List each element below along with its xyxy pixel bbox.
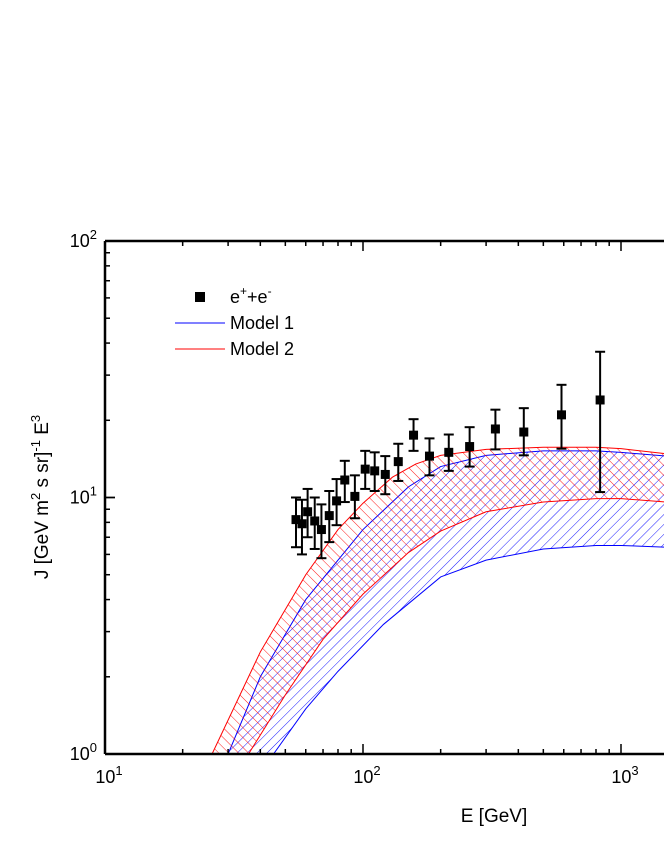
- y-axis-label: J [GeV m2 s sr]-1 E3: [28, 415, 53, 579]
- data-point: [424, 451, 434, 461]
- x-tick-label-exponent: 2: [373, 763, 380, 778]
- data-point: [340, 475, 350, 485]
- data-point: [316, 525, 326, 535]
- y-axis-label-part: 2: [28, 493, 43, 500]
- legend: e++e- Model 1 Model 2: [175, 284, 294, 359]
- model-1-band-lower: [273, 544, 664, 754]
- x-tick-label: 103: [611, 763, 638, 787]
- x-tick-label-exponent: 3: [631, 763, 638, 778]
- model-2-band-upper: [211, 446, 664, 754]
- data-point: [556, 410, 566, 420]
- data-point: [519, 427, 529, 437]
- data-point: [350, 491, 360, 501]
- data-point: [303, 507, 313, 517]
- data-point: [360, 464, 370, 474]
- legend-marker-square: [195, 292, 205, 302]
- legend-label-part: +e: [247, 287, 268, 307]
- data-point: [310, 516, 320, 526]
- data-point: [595, 395, 605, 405]
- data-point: [393, 457, 403, 467]
- data-point: [465, 442, 475, 452]
- legend-label-part: -: [268, 284, 272, 298]
- data-point: [370, 466, 380, 476]
- model-1-band-fill: [228, 450, 664, 754]
- y-tick-label-exponent: 0: [90, 740, 97, 755]
- y-tick-label-base: 10: [70, 231, 90, 251]
- legend-label: Model 2: [230, 339, 294, 359]
- y-tick-label-base: 10: [70, 744, 90, 764]
- x-axis-label: E [GeV]: [461, 806, 528, 827]
- y-axis-label-part: J [GeV m: [32, 500, 53, 579]
- x-tick-label-base: 10: [95, 767, 115, 787]
- data-point: [297, 519, 307, 529]
- data-point: [444, 447, 454, 457]
- y-tick-label-exponent: 2: [90, 227, 97, 242]
- y-tick-label: 101: [70, 484, 97, 508]
- y-axis-label-part: E: [32, 422, 53, 440]
- data-point: [409, 430, 419, 440]
- data-point: [490, 424, 500, 434]
- data-point: [291, 515, 301, 525]
- y-tick-label: 100: [70, 740, 97, 764]
- y-tick-label-base: 10: [70, 488, 90, 508]
- model-2-band-fill: [212, 447, 664, 754]
- y-axis-label-part: -1: [28, 440, 43, 452]
- data-point: [324, 511, 334, 521]
- x-tick-label: 102: [353, 763, 380, 787]
- x-tick-label: 101: [95, 763, 122, 787]
- legend-label: Model 1: [230, 313, 294, 333]
- legend-label-data: e++e-: [230, 284, 272, 307]
- y-axis-label-part: s sr]: [32, 452, 53, 493]
- legend-label-part: +: [240, 284, 247, 298]
- y-tick-label-exponent: 1: [90, 484, 97, 499]
- x-tick-label-base: 10: [353, 767, 373, 787]
- data-point: [380, 469, 390, 479]
- y-axis-label-part: 3: [28, 415, 43, 422]
- data-point: [332, 496, 342, 506]
- model-2-band-lower: [248, 498, 664, 754]
- legend-label-part: e: [230, 287, 240, 307]
- y-tick-label: 102: [70, 227, 97, 251]
- x-tick-label-exponent: 1: [115, 763, 122, 778]
- model-bands: [211, 446, 664, 754]
- data-points: [291, 350, 606, 560]
- x-tick-label-base: 10: [611, 767, 631, 787]
